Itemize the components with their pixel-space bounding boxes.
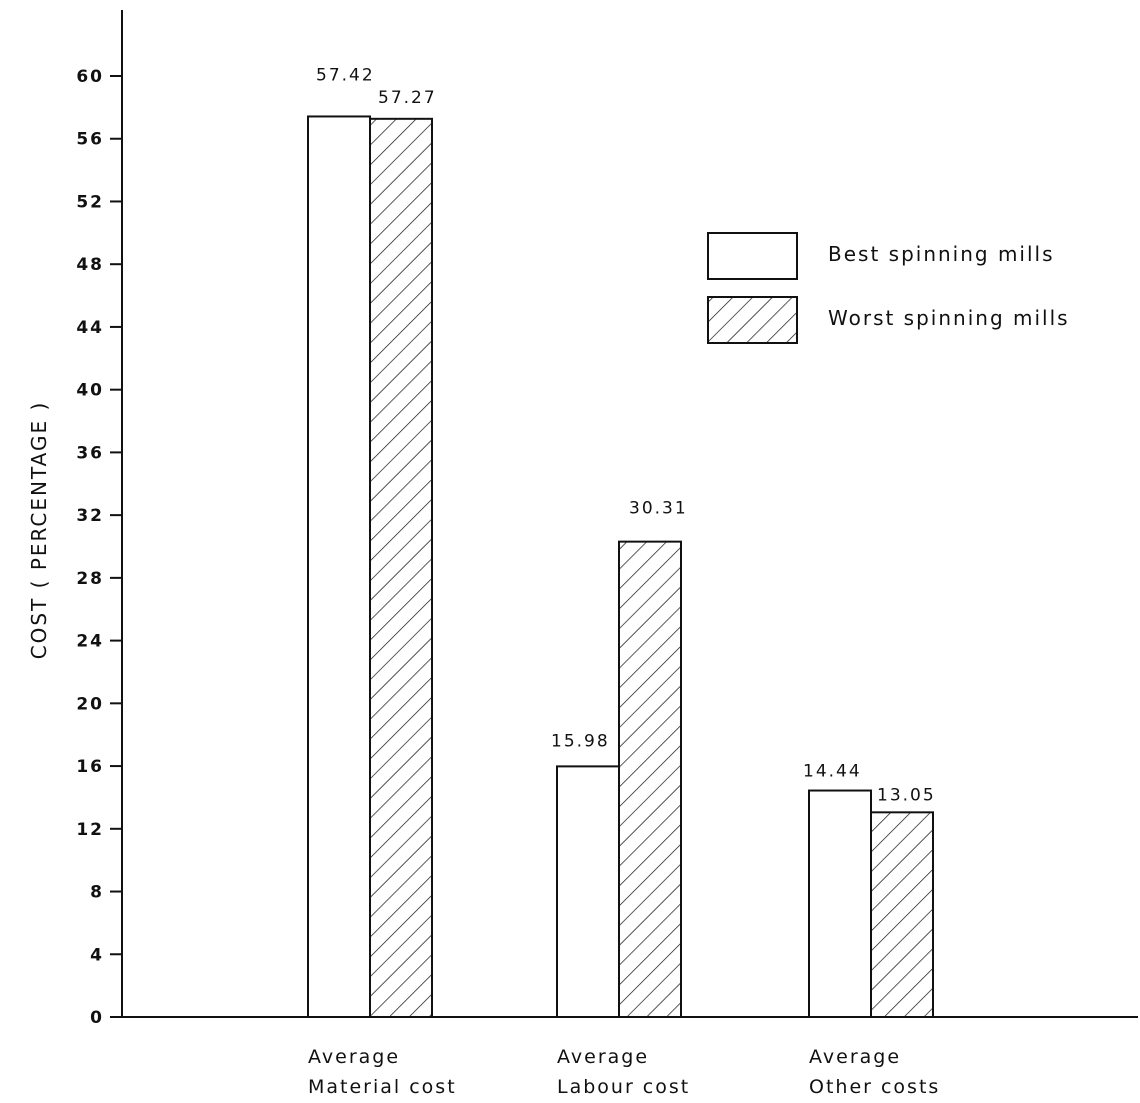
y-tick-label: 56 xyxy=(76,130,104,150)
y-tick-label: 20 xyxy=(76,694,104,714)
y-tick-label: 48 xyxy=(76,255,104,275)
category-label-2-0: Average xyxy=(809,1046,901,1068)
y-tick-label: 24 xyxy=(76,632,104,652)
data-label-best-1: 15.98 xyxy=(551,731,610,751)
y-tick-label: 16 xyxy=(76,757,104,777)
data-label-worst-1: 30.31 xyxy=(629,499,688,519)
y-tick-label: 8 xyxy=(90,883,104,903)
y-tick-label: 4 xyxy=(90,945,104,965)
bar-best-1 xyxy=(556,765,620,1018)
legend-label-worst: Worst spinning mills xyxy=(828,306,1070,330)
y-tick-label: 28 xyxy=(76,569,104,589)
data-label-best-2: 14.44 xyxy=(803,762,862,782)
bar-worst-1 xyxy=(618,540,682,1019)
bar-worst-2 xyxy=(870,811,934,1019)
category-label-0-0: Average xyxy=(308,1046,400,1068)
bar-best-0 xyxy=(307,115,371,1018)
bar-best-2 xyxy=(808,789,872,1018)
data-label-worst-0: 57.27 xyxy=(378,88,437,108)
y-tick-label: 12 xyxy=(76,820,104,840)
y-tick-label: 32 xyxy=(76,506,104,526)
data-label-best-0: 57.42 xyxy=(316,65,375,85)
category-label-0-1: Material cost xyxy=(308,1076,457,1098)
legend: Best spinning mills Worst spinning mills xyxy=(707,232,1070,344)
data-label-worst-2: 13.05 xyxy=(877,785,936,805)
bars xyxy=(307,115,934,1019)
y-tick-label: 52 xyxy=(76,192,104,212)
y-tick-label: 36 xyxy=(76,443,104,463)
bar-worst-0 xyxy=(369,117,433,1019)
y-tick-label: 0 xyxy=(90,1008,104,1028)
category-label-1-0: Average xyxy=(557,1046,649,1068)
y-tick-label: 44 xyxy=(76,318,104,338)
y-tick-label: 60 xyxy=(76,67,104,87)
category-label-2-1: Other costs xyxy=(809,1076,940,1098)
category-label-1-1: Labour cost xyxy=(557,1076,690,1098)
legend-swatch-worst xyxy=(707,296,798,344)
legend-swatch-best xyxy=(707,232,798,280)
y-tick-label: 40 xyxy=(76,381,104,401)
legend-label-best: Best spinning mills xyxy=(828,242,1055,266)
y-axis-title: COST ( PERCENTAGE ) xyxy=(27,401,51,660)
